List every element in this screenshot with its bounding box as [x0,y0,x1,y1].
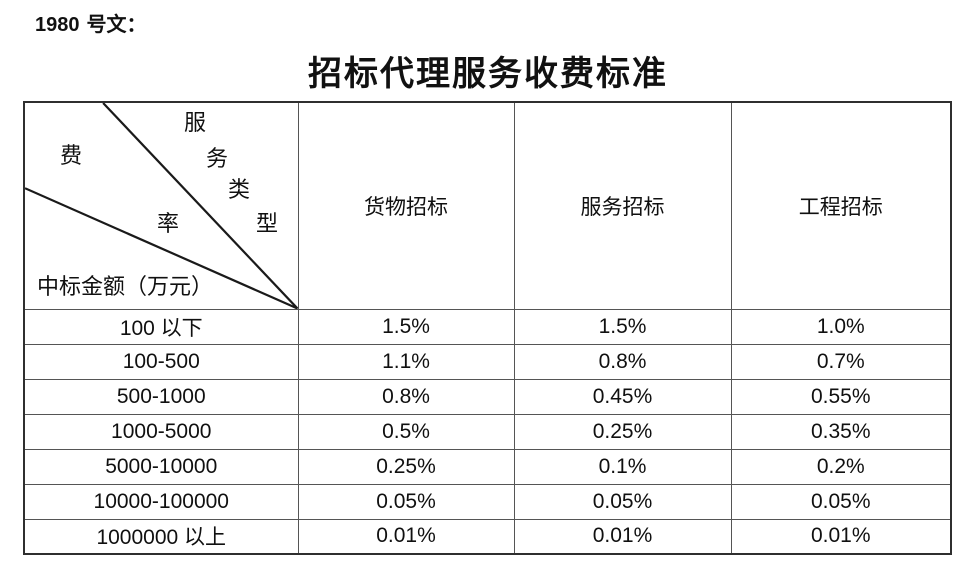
diagonal-line-upper [102,103,298,309]
corner-service-type-char-1: 服 [184,111,207,136]
doc-number-label: 1980 号文： [35,8,147,37]
rate-cell-goods: 0.05% [297,483,515,520]
rate-cell-services: 0.01% [513,518,732,555]
row-label: 100 以下 [23,308,299,345]
doc-number-suffix: 号文： [86,12,147,36]
rate-cell-services: 1.5% [513,308,732,345]
table-row: 100-500 1.1% 0.8% 0.7% [23,343,952,380]
column-header-services: 服务招标 [513,101,732,310]
table-row: 500-1000 0.8% 0.45% 0.55% [23,378,952,415]
column-header-works: 工程招标 [730,101,952,310]
table-row: 1000000 以上 0.01% 0.01% 0.01% [23,518,952,555]
rate-cell-services: 0.1% [513,448,732,485]
rate-cell-services: 0.8% [513,343,732,380]
rate-cell-services: 0.45% [513,378,732,415]
rate-cell-goods: 0.01% [297,518,515,555]
table-header-row: 服 务 类 型 费 率 中标金额（万元） 货物招标 服务招标 工程招标 [23,101,952,310]
table-row: 10000-100000 0.05% 0.05% 0.05% [23,483,952,520]
row-label: 10000-100000 [23,483,299,520]
rate-cell-goods: 0.5% [297,413,515,450]
rate-cell-goods: 0.25% [297,448,515,485]
corner-fee-rate-char-2: 率 [157,212,180,237]
rate-cell-works: 0.55% [730,378,952,415]
corner-service-type-char-2: 务 [206,147,229,172]
rate-cell-works: 0.2% [730,448,952,485]
rate-cell-goods: 1.1% [297,343,515,380]
fee-standard-table: 服 务 类 型 费 率 中标金额（万元） 货物招标 服务招标 工程招标 100 … [23,101,952,555]
corner-header-cell: 服 务 类 型 费 率 中标金额（万元） [23,101,299,310]
row-label: 1000000 以上 [23,518,299,555]
rate-cell-works: 0.7% [730,343,952,380]
rate-cell-works: 1.0% [730,308,952,345]
row-label: 100-500 [23,343,299,380]
rate-cell-works: 0.35% [730,413,952,450]
table-row: 5000-10000 0.25% 0.1% 0.2% [23,448,952,485]
rate-cell-works: 0.01% [730,518,952,555]
rate-cell-goods: 1.5% [297,308,515,345]
rate-cell-services: 0.25% [513,413,732,450]
corner-fee-rate-char-1: 费 [60,144,83,169]
corner-diagonal-lines [25,103,298,309]
rate-cell-services: 0.05% [513,483,732,520]
column-header-goods: 货物招标 [297,101,515,310]
table-row: 100 以下 1.5% 1.5% 1.0% [23,308,952,345]
doc-number: 1980 [35,14,80,36]
rate-cell-goods: 0.8% [297,378,515,415]
table-row: 1000-5000 0.5% 0.25% 0.35% [23,413,952,450]
row-label: 1000-5000 [23,413,299,450]
corner-service-type-char-4: 型 [256,212,279,237]
rate-cell-works: 0.05% [730,483,952,520]
page-title: 招标代理服务收费标准 [308,54,668,94]
row-label: 500-1000 [23,378,299,415]
diagonal-line-lower [25,187,298,309]
corner-row-axis-label: 中标金额（万元） [37,275,214,300]
row-label: 5000-10000 [23,448,299,485]
corner-service-type-char-3: 类 [228,178,251,203]
